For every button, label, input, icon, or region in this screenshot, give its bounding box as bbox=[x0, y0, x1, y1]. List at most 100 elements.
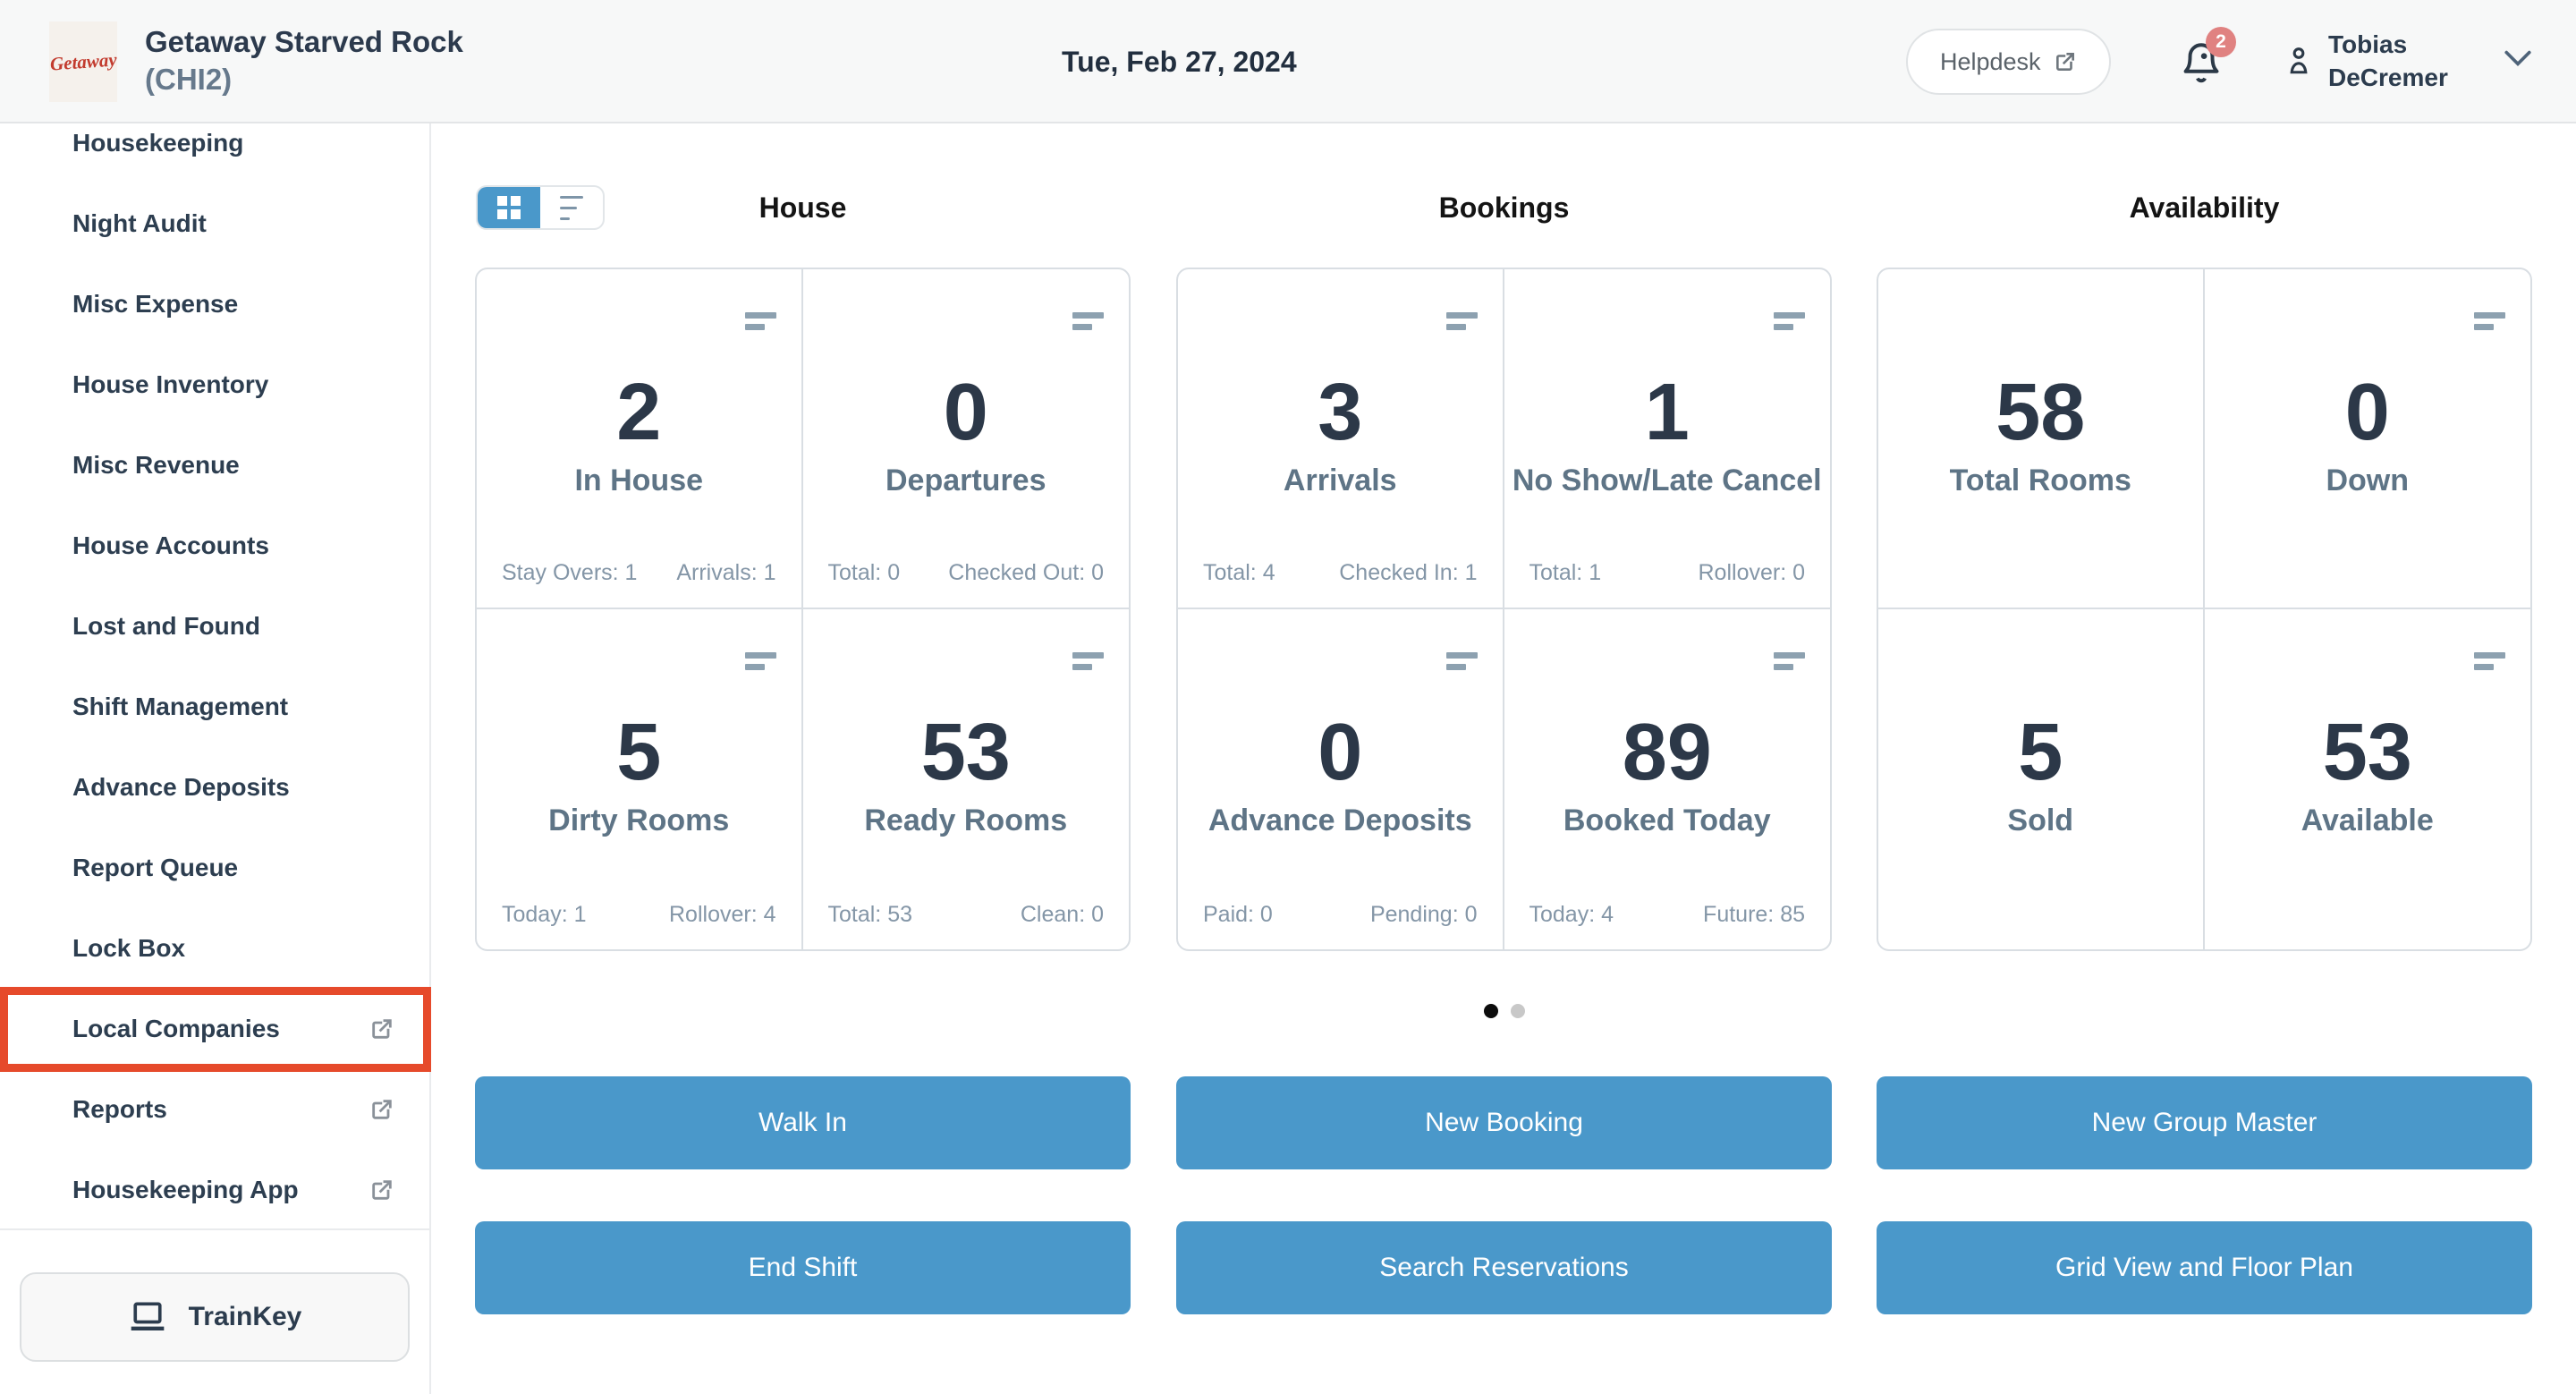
property-code: (CHI2) bbox=[145, 61, 463, 98]
sidebar-item-label: Reports bbox=[72, 1095, 167, 1124]
sidebar-item-lock-box[interactable]: Lock Box bbox=[0, 908, 429, 989]
notification-badge: 2 bbox=[2206, 27, 2236, 57]
top-bar: Getaway Getaway Starved Rock (CHI2) Tue,… bbox=[0, 0, 2576, 123]
section-availability: Availability 58 Total Rooms 0 Down 5 Sol… bbox=[1877, 123, 2532, 1394]
walk-in-button[interactable]: Walk In bbox=[475, 1076, 1131, 1169]
property-name: Getaway Starved Rock bbox=[145, 23, 463, 61]
stat-detail: Rollover: 0 bbox=[1699, 560, 1806, 586]
stat-label: Departures bbox=[803, 463, 1130, 498]
sidebar-item-shift-management[interactable]: Shift Management bbox=[0, 667, 429, 747]
pagination-dot-2[interactable] bbox=[1511, 1004, 1525, 1018]
stat-detail: Checked In: 1 bbox=[1339, 560, 1477, 586]
stat-card-no-show-late-cancel: 1 No Show/Late Cancel Total: 1Rollover: … bbox=[1504, 269, 1831, 609]
pagination-dot-1[interactable] bbox=[1484, 1004, 1498, 1018]
stat-value: 53 bbox=[803, 710, 1130, 795]
card-menu-icon[interactable] bbox=[745, 312, 776, 330]
sidebar-footer: TrainKey bbox=[0, 1228, 429, 1394]
sidebar-item-housekeeping-app[interactable]: Housekeeping App bbox=[0, 1150, 429, 1230]
user-menu[interactable]: Tobias DeCremer bbox=[2284, 28, 2448, 94]
sidebar-item-label: Advance Deposits bbox=[72, 773, 290, 802]
sidebar-item-misc-expense[interactable]: Misc Expense bbox=[0, 264, 429, 344]
stat-card-total-rooms: 58 Total Rooms bbox=[1878, 269, 2205, 609]
helpdesk-button[interactable]: Helpdesk bbox=[1906, 29, 2111, 95]
search-reservations-button[interactable]: Search Reservations bbox=[1176, 1221, 1832, 1314]
user-name: Tobias DeCremer bbox=[2328, 28, 2448, 94]
stat-detail: Pending: 0 bbox=[1370, 902, 1478, 928]
stat-card-dirty-rooms: 5 Dirty Rooms Today: 1Rollover: 4 bbox=[477, 609, 803, 949]
new-booking-button[interactable]: New Booking bbox=[1176, 1076, 1832, 1169]
notifications-button[interactable]: 2 bbox=[2179, 39, 2229, 89]
stat-detail: Paid: 0 bbox=[1203, 902, 1273, 928]
stat-label: Ready Rooms bbox=[803, 803, 1130, 838]
availability-card-grid: 58 Total Rooms 0 Down 5 Sold 53 Availabl… bbox=[1877, 268, 2532, 951]
stat-detail: Arrivals: 1 bbox=[676, 560, 775, 586]
app: Getaway Getaway Starved Rock (CHI2) Tue,… bbox=[0, 0, 2576, 1394]
stat-value: 1 bbox=[1504, 370, 1831, 455]
sidebar-item-advance-deposits[interactable]: Advance Deposits bbox=[0, 747, 429, 828]
stat-value: 5 bbox=[477, 710, 801, 795]
section-house: House 2 In House Stay Overs: 1Arrivals: … bbox=[475, 123, 1131, 1394]
current-date: Tue, Feb 27, 2024 bbox=[1062, 0, 1297, 123]
stat-detail: Stay Overs: 1 bbox=[502, 560, 637, 586]
grid-view-floor-plan-button[interactable]: Grid View and Floor Plan bbox=[1877, 1221, 2532, 1314]
stat-card-in-house: 2 In House Stay Overs: 1Arrivals: 1 bbox=[477, 269, 803, 609]
stat-detail: Total: 4 bbox=[1203, 560, 1275, 586]
external-link-icon bbox=[2054, 50, 2077, 73]
stat-detail: Today: 4 bbox=[1530, 902, 1614, 928]
sidebar-item-label: Misc Expense bbox=[72, 290, 238, 319]
card-menu-icon[interactable] bbox=[745, 652, 776, 670]
sidebar-item-label: House Inventory bbox=[72, 370, 268, 399]
sidebar-item-house-inventory[interactable]: House Inventory bbox=[0, 344, 429, 425]
card-menu-icon[interactable] bbox=[1774, 312, 1805, 330]
stat-value: 89 bbox=[1504, 710, 1831, 795]
stat-detail: Total: 1 bbox=[1530, 560, 1602, 586]
trainkey-label: TrainKey bbox=[189, 1302, 302, 1332]
section-title: Availability bbox=[1877, 185, 2532, 230]
stat-value: 53 bbox=[2205, 710, 2531, 795]
stat-label: Booked Today bbox=[1504, 803, 1831, 838]
trainkey-button[interactable]: TrainKey bbox=[20, 1272, 410, 1362]
card-menu-icon[interactable] bbox=[1072, 652, 1104, 670]
chevron-down-icon[interactable] bbox=[2503, 48, 2533, 68]
stat-label: Available bbox=[2205, 803, 2531, 838]
card-menu-icon[interactable] bbox=[1072, 312, 1104, 330]
stat-value: 5 bbox=[1878, 710, 2203, 795]
card-menu-icon[interactable] bbox=[1774, 652, 1805, 670]
sidebar-item-misc-revenue[interactable]: Misc Revenue bbox=[0, 425, 429, 506]
sidebar-item-label: Lock Box bbox=[72, 934, 185, 963]
sidebar-item-report-queue[interactable]: Report Queue bbox=[0, 828, 429, 908]
sidebar-item-label: Housekeeping App bbox=[72, 1176, 299, 1204]
stat-value: 0 bbox=[1178, 710, 1503, 795]
sidebar-item-label: Local Companies bbox=[72, 1015, 280, 1043]
sidebar-nav: Housekeeping Night Audit Misc Expense Ho… bbox=[0, 103, 429, 1230]
pagination-dots bbox=[1176, 1004, 1832, 1018]
card-menu-icon[interactable] bbox=[2474, 652, 2505, 670]
stat-detail: Checked Out: 0 bbox=[948, 560, 1104, 586]
stat-detail: Today: 1 bbox=[502, 902, 587, 928]
laptop-icon bbox=[128, 1300, 167, 1334]
new-group-master-button[interactable]: New Group Master bbox=[1877, 1076, 2532, 1169]
sidebar-item-local-companies[interactable]: Local Companies bbox=[0, 989, 429, 1069]
external-link-icon bbox=[369, 1097, 394, 1122]
stat-card-sold: 5 Sold bbox=[1878, 609, 2205, 949]
card-menu-icon[interactable] bbox=[1446, 652, 1478, 670]
sidebar-item-night-audit[interactable]: Night Audit bbox=[0, 183, 429, 264]
end-shift-button[interactable]: End Shift bbox=[475, 1221, 1131, 1314]
sidebar-item-label: Housekeeping bbox=[72, 129, 243, 157]
external-link-icon bbox=[369, 1177, 394, 1203]
stat-value: 0 bbox=[803, 370, 1130, 455]
card-menu-icon[interactable] bbox=[1446, 312, 1478, 330]
stat-card-available: 53 Available bbox=[2205, 609, 2531, 949]
sidebar-item-reports[interactable]: Reports bbox=[0, 1069, 429, 1150]
stat-detail: Total: 53 bbox=[828, 902, 913, 928]
sidebar-item-label: Misc Revenue bbox=[72, 451, 240, 480]
external-link-icon bbox=[369, 1016, 394, 1041]
stat-card-down: 0 Down bbox=[2205, 269, 2531, 609]
sidebar-item-house-accounts[interactable]: House Accounts bbox=[0, 506, 429, 586]
sidebar-item-lost-and-found[interactable]: Lost and Found bbox=[0, 586, 429, 667]
brand-logo: Getaway bbox=[49, 21, 117, 102]
sidebar-item-label: Lost and Found bbox=[72, 612, 260, 641]
stat-value: 58 bbox=[1878, 370, 2203, 455]
stat-card-booked-today: 89 Booked Today Today: 4Future: 85 bbox=[1504, 609, 1831, 949]
card-menu-icon[interactable] bbox=[2474, 312, 2505, 330]
